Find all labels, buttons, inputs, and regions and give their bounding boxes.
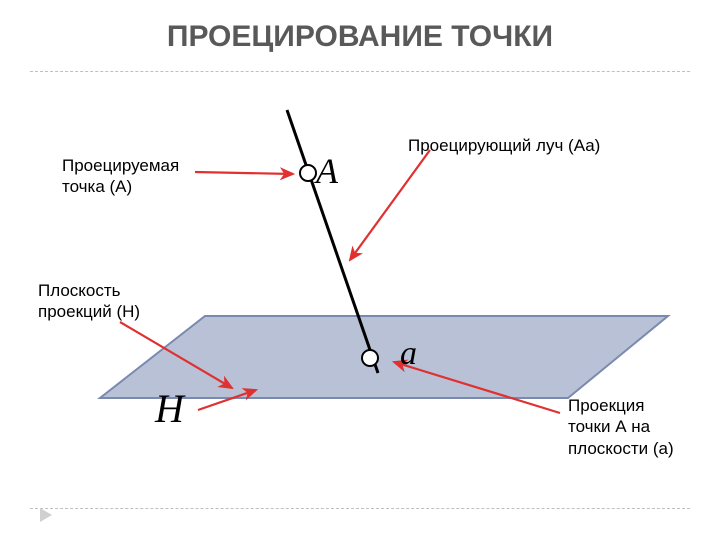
callout-arrow (195, 172, 293, 174)
label-projected-point: Проецируемая точка (А) (62, 155, 179, 198)
label-line: Проецируемая (62, 156, 179, 175)
label-projection-plane: Плоскость проекций (Н) (38, 280, 140, 323)
label-line: проекций (Н) (38, 302, 140, 321)
point-a-marker (362, 350, 378, 366)
slide: ПРОЕЦИРОВАНИЕ ТОЧКИ Проецируемаяточка (А… (0, 0, 720, 540)
letter-A: А (316, 150, 338, 192)
label-line: плоскости (а) (568, 439, 674, 458)
label-line: точки А на (568, 417, 650, 436)
letter-a: а (400, 335, 417, 373)
label-projection-a: Проекция точки А на плоскости (а) (568, 395, 674, 459)
label-line: Плоскость (38, 281, 121, 300)
label-line: Проецирующий луч (Аа) (408, 136, 600, 155)
slide-marker-icon (40, 508, 52, 522)
point-A-marker (300, 165, 316, 181)
projection-diagram (0, 0, 720, 540)
label-line: точка (А) (62, 177, 132, 196)
label-line: Проекция (568, 396, 644, 415)
label-projecting-ray: Проецирующий луч (Аа) (408, 135, 600, 156)
plane-H (100, 316, 668, 398)
letter-H: Н (155, 385, 184, 432)
callout-arrow (350, 150, 430, 260)
